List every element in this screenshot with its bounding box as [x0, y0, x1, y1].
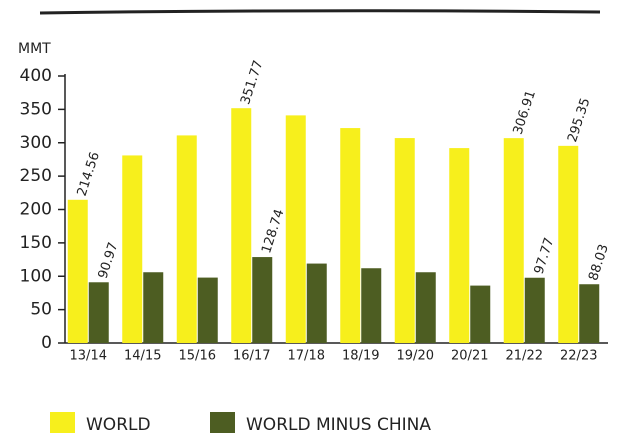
x-tick-label: 13/14 [70, 349, 107, 364]
bar [503, 138, 524, 343]
value-label: 90.97 [96, 241, 122, 281]
bar [197, 277, 218, 343]
x-tick-label: 15/16 [179, 349, 216, 364]
legend-swatch [210, 412, 235, 433]
bar [340, 128, 361, 343]
value-label: 351.77 [238, 59, 266, 107]
y-tick-label: 400 [20, 66, 52, 86]
value-label: 306.91 [511, 89, 539, 137]
bar [88, 282, 109, 343]
y-tick-label: 0 [41, 333, 52, 353]
bar [176, 135, 197, 343]
bar [306, 263, 327, 343]
bar [252, 257, 273, 343]
value-label: 295.35 [565, 96, 593, 144]
x-tick-label: 22/23 [560, 349, 597, 364]
y-tick-label: 50 [30, 300, 52, 320]
x-tick-label: 16/17 [233, 349, 270, 364]
x-tick-label: 20/21 [451, 349, 488, 364]
x-tick-label: 21/22 [506, 349, 543, 364]
x-tick-label: 19/20 [397, 349, 434, 364]
value-label: 97.77 [532, 236, 558, 276]
bar [285, 115, 306, 343]
bar [361, 268, 382, 343]
y-tick-label: 350 [20, 99, 52, 119]
bar [394, 138, 415, 343]
bar [231, 108, 252, 343]
x-tick-label: 17/18 [288, 349, 325, 364]
legend-label: WORLD MINUS CHINA [246, 415, 431, 433]
y-tick-label: 200 [20, 200, 52, 220]
legend-label: WORLD [86, 415, 151, 433]
value-label: 128.74 [259, 207, 287, 255]
y-tick-label: 250 [20, 166, 52, 186]
y-tick-label: 150 [20, 233, 52, 253]
value-label: 214.56 [75, 150, 103, 198]
bar [470, 285, 491, 343]
bar [449, 148, 470, 343]
bar [67, 199, 88, 343]
y-tick-label: 300 [20, 133, 52, 153]
x-tick-label: 14/15 [124, 349, 161, 364]
y-axis-label: MMT [18, 41, 51, 57]
y-tick-label: 100 [20, 266, 52, 286]
x-tick-label: 18/19 [342, 349, 379, 364]
bar [143, 272, 164, 343]
value-label: 88.03 [586, 243, 612, 283]
decor-line [39, 9, 601, 15]
bar [122, 155, 143, 343]
bar [579, 284, 600, 343]
legend-swatch [50, 412, 75, 433]
bar [558, 145, 579, 343]
bar [524, 277, 545, 343]
bar [415, 272, 436, 343]
